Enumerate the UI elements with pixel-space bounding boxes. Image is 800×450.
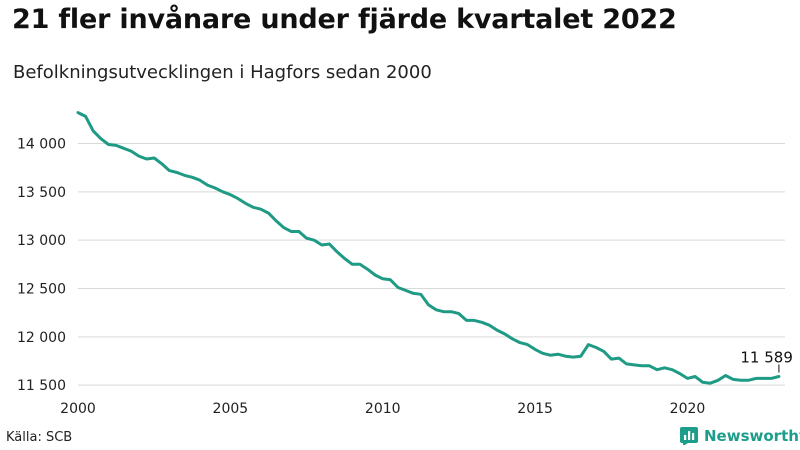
newsworthy-logo-icon bbox=[680, 427, 698, 445]
y-tick-label: 13 500 bbox=[17, 185, 66, 201]
gridlines bbox=[78, 143, 785, 386]
chart-subtitle: Befolkningsutvecklingen i Hagfors sedan … bbox=[13, 62, 432, 83]
population-series-line bbox=[76, 111, 781, 385]
brand-logo: Newsworthy bbox=[680, 427, 800, 445]
x-tick-label: 2000 bbox=[60, 401, 96, 417]
y-axis-ticks: 11 500 12 000 12 500 13 000 13 500 14 000 bbox=[17, 137, 66, 395]
y-tick-label: 12 500 bbox=[17, 282, 66, 298]
y-tick-label: 12 000 bbox=[17, 330, 66, 346]
y-tick-label: 13 000 bbox=[17, 233, 66, 249]
x-tick-label: 2010 bbox=[365, 401, 401, 417]
x-axis-ticks: 2000 2005 2010 2015 2020 bbox=[60, 401, 705, 417]
x-tick-label: 2015 bbox=[517, 401, 553, 417]
source-note: Källa: SCB bbox=[6, 430, 73, 445]
brand-name: Newsworthy bbox=[704, 427, 800, 445]
x-tick-label: 2020 bbox=[670, 401, 706, 417]
y-tick-label: 14 000 bbox=[17, 137, 66, 153]
x-tick-label: 2005 bbox=[213, 401, 249, 417]
y-tick-label: 11 500 bbox=[17, 378, 66, 394]
page-title: 21 fler invånare under fjärde kvartalet … bbox=[12, 4, 677, 35]
end-value-label: 11 589 bbox=[740, 348, 793, 366]
